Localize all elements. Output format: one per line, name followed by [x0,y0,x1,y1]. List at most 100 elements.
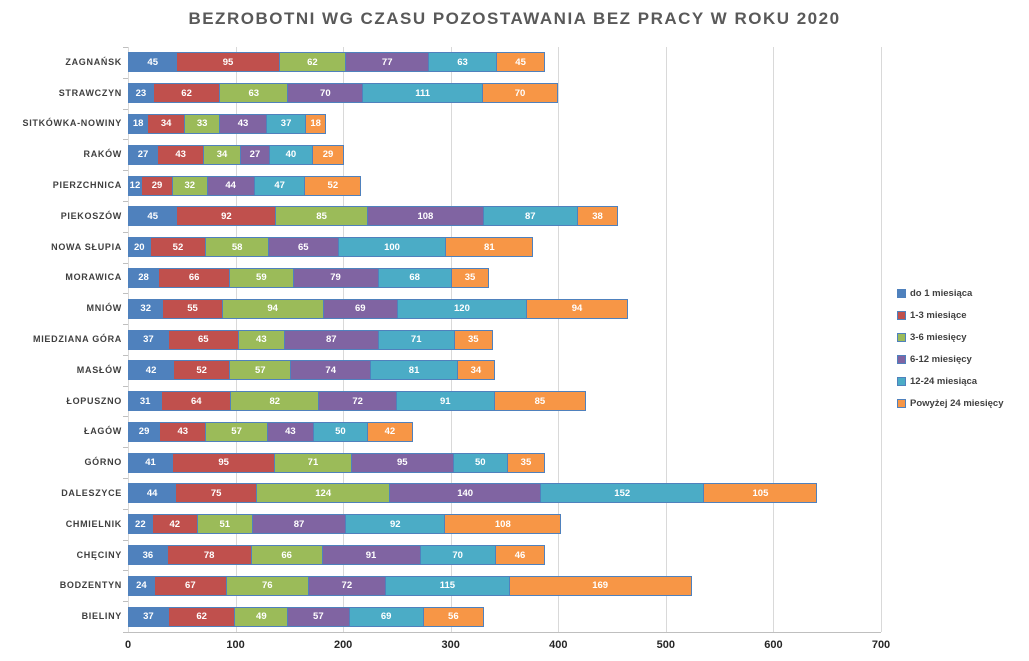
bar-segment: 92 [345,514,446,535]
bar-segment: 75 [175,483,257,504]
legend-item: 12-24 miesiąca [897,370,1029,392]
legend-marker-icon [897,288,906,298]
bar-segment: 82 [230,391,320,412]
gridline [881,47,882,632]
bar-segment: 24 [128,575,155,596]
bar-row: 37 62 49 57 69 56 [128,606,484,627]
bar-segment: 27 [128,144,159,165]
bar-row: 27 43 34 27 40 29 [128,144,345,165]
bar-segment: 49 [234,606,289,627]
x-axis-tick-label: 700 [871,639,891,651]
bar-segment: 63 [219,83,289,104]
category-label: SITKÓWKA-NOWINY [22,118,122,129]
category-tick [123,139,128,141]
legend-label: 12-24 miesiąca [910,375,978,387]
bar-segment: 42 [366,421,413,442]
bar-segment: 22 [128,514,153,535]
category-tick [123,447,128,449]
category-tick [123,293,128,295]
bar-segment: 42 [151,514,198,535]
bar-segment: 115 [385,575,510,596]
category-label: BODZENTYN [59,580,122,591]
bar-segment: 72 [307,575,387,596]
bar-segment: 76 [225,575,309,596]
category-tick [123,47,128,48]
bar-segment: 43 [159,421,207,442]
gridline [558,47,560,632]
bar-segment: 52 [149,237,207,258]
x-axis-line [128,632,881,633]
bar-segment: 94 [525,298,629,319]
bar-segment: 35 [450,267,490,288]
bar-segment: 69 [322,298,398,319]
bar-row: 31 64 82 72 91 85 [128,391,587,412]
category-tick [123,77,128,79]
bar-segment: 34 [203,144,241,165]
category-label: MIEDZIANA GÓRA [33,334,122,344]
bar-segment: 35 [453,329,493,350]
gridline [665,47,667,632]
bar-segment: 70 [419,545,496,566]
bar-segment: 81 [370,360,459,381]
bar-segment: 62 [278,52,347,73]
category-label: GÓRNO [84,457,122,468]
bar-row: 41 95 71 95 50 35 [128,452,546,473]
category-label: ŁOPUSZNO [66,395,122,406]
category-label: MORAWICA [65,272,122,283]
bar-segment: 124 [256,483,391,504]
bar-segment: 50 [452,452,508,473]
bar-row: 36 78 66 91 70 46 [128,545,546,566]
bar-row: 45 92 85 108 87 38 [128,206,619,227]
category-label: ZAGNAŃSK [65,56,122,67]
bar-segment: 37 [128,606,169,627]
bar-segment: 95 [172,452,276,473]
bar-segment: 28 [128,267,160,288]
bar-segment: 29 [140,175,174,196]
bar-segment: 66 [250,545,323,566]
bar-segment: 92 [176,206,277,227]
bar-segment: 57 [229,360,292,381]
bar-segment: 42 [128,360,175,381]
legend-item: do 1 miesiąca [897,282,1029,304]
category-tick [123,231,128,233]
category-tick [123,324,128,326]
bar-segment: 38 [576,206,619,227]
bar-segment: 32 [128,298,164,319]
category-label: CHĘCINY [76,549,122,560]
bar-segment: 87 [482,206,578,227]
category-label: RAKÓW [83,149,122,160]
bar-row: 29 43 57 43 50 42 [128,421,413,442]
legend: do 1 miesiąca 1-3 miesiące 3-6 miesięcy 6-1… [897,282,1029,414]
legend-marker-icon [897,376,906,386]
bar-segment: 62 [152,83,221,104]
bar-segment: 70 [481,83,559,104]
bar-segment: 43 [237,329,285,350]
bar-segment: 66 [158,267,231,288]
bar-segment: 12 [128,175,142,196]
category-tick [123,385,128,387]
bar-segment: 91 [395,391,495,412]
category-label: BIELINY [81,611,122,622]
bar-segment: 169 [508,575,692,596]
bar-segment: 57 [287,606,350,627]
bar-segment: 35 [506,452,546,473]
bar-segment: 36 [128,545,168,566]
category-tick [123,570,128,572]
x-axis-tick-label: 0 [124,639,132,651]
bar-segment: 77 [345,52,430,73]
bar-row: 45 95 62 77 63 45 [128,52,546,73]
bar-segment: 64 [161,391,232,412]
bar-segment: 44 [206,175,255,196]
legend-item: Powyżej 24 miesięcy [897,392,1029,414]
bar-segment: 32 [172,175,208,196]
bar-segment: 62 [167,606,236,627]
bar-segment: 45 [128,52,178,73]
bar-segment: 85 [275,206,368,227]
bar-row: 23 62 63 70 111 70 [128,83,559,104]
category-label: MASŁÓW [76,364,122,375]
category-tick [123,108,128,110]
legend-marker-icon [897,332,906,342]
bar-segment: 31 [128,391,163,412]
x-axis-tick-label: 100 [226,639,245,651]
x-axis-tick-label: 300 [441,639,460,651]
